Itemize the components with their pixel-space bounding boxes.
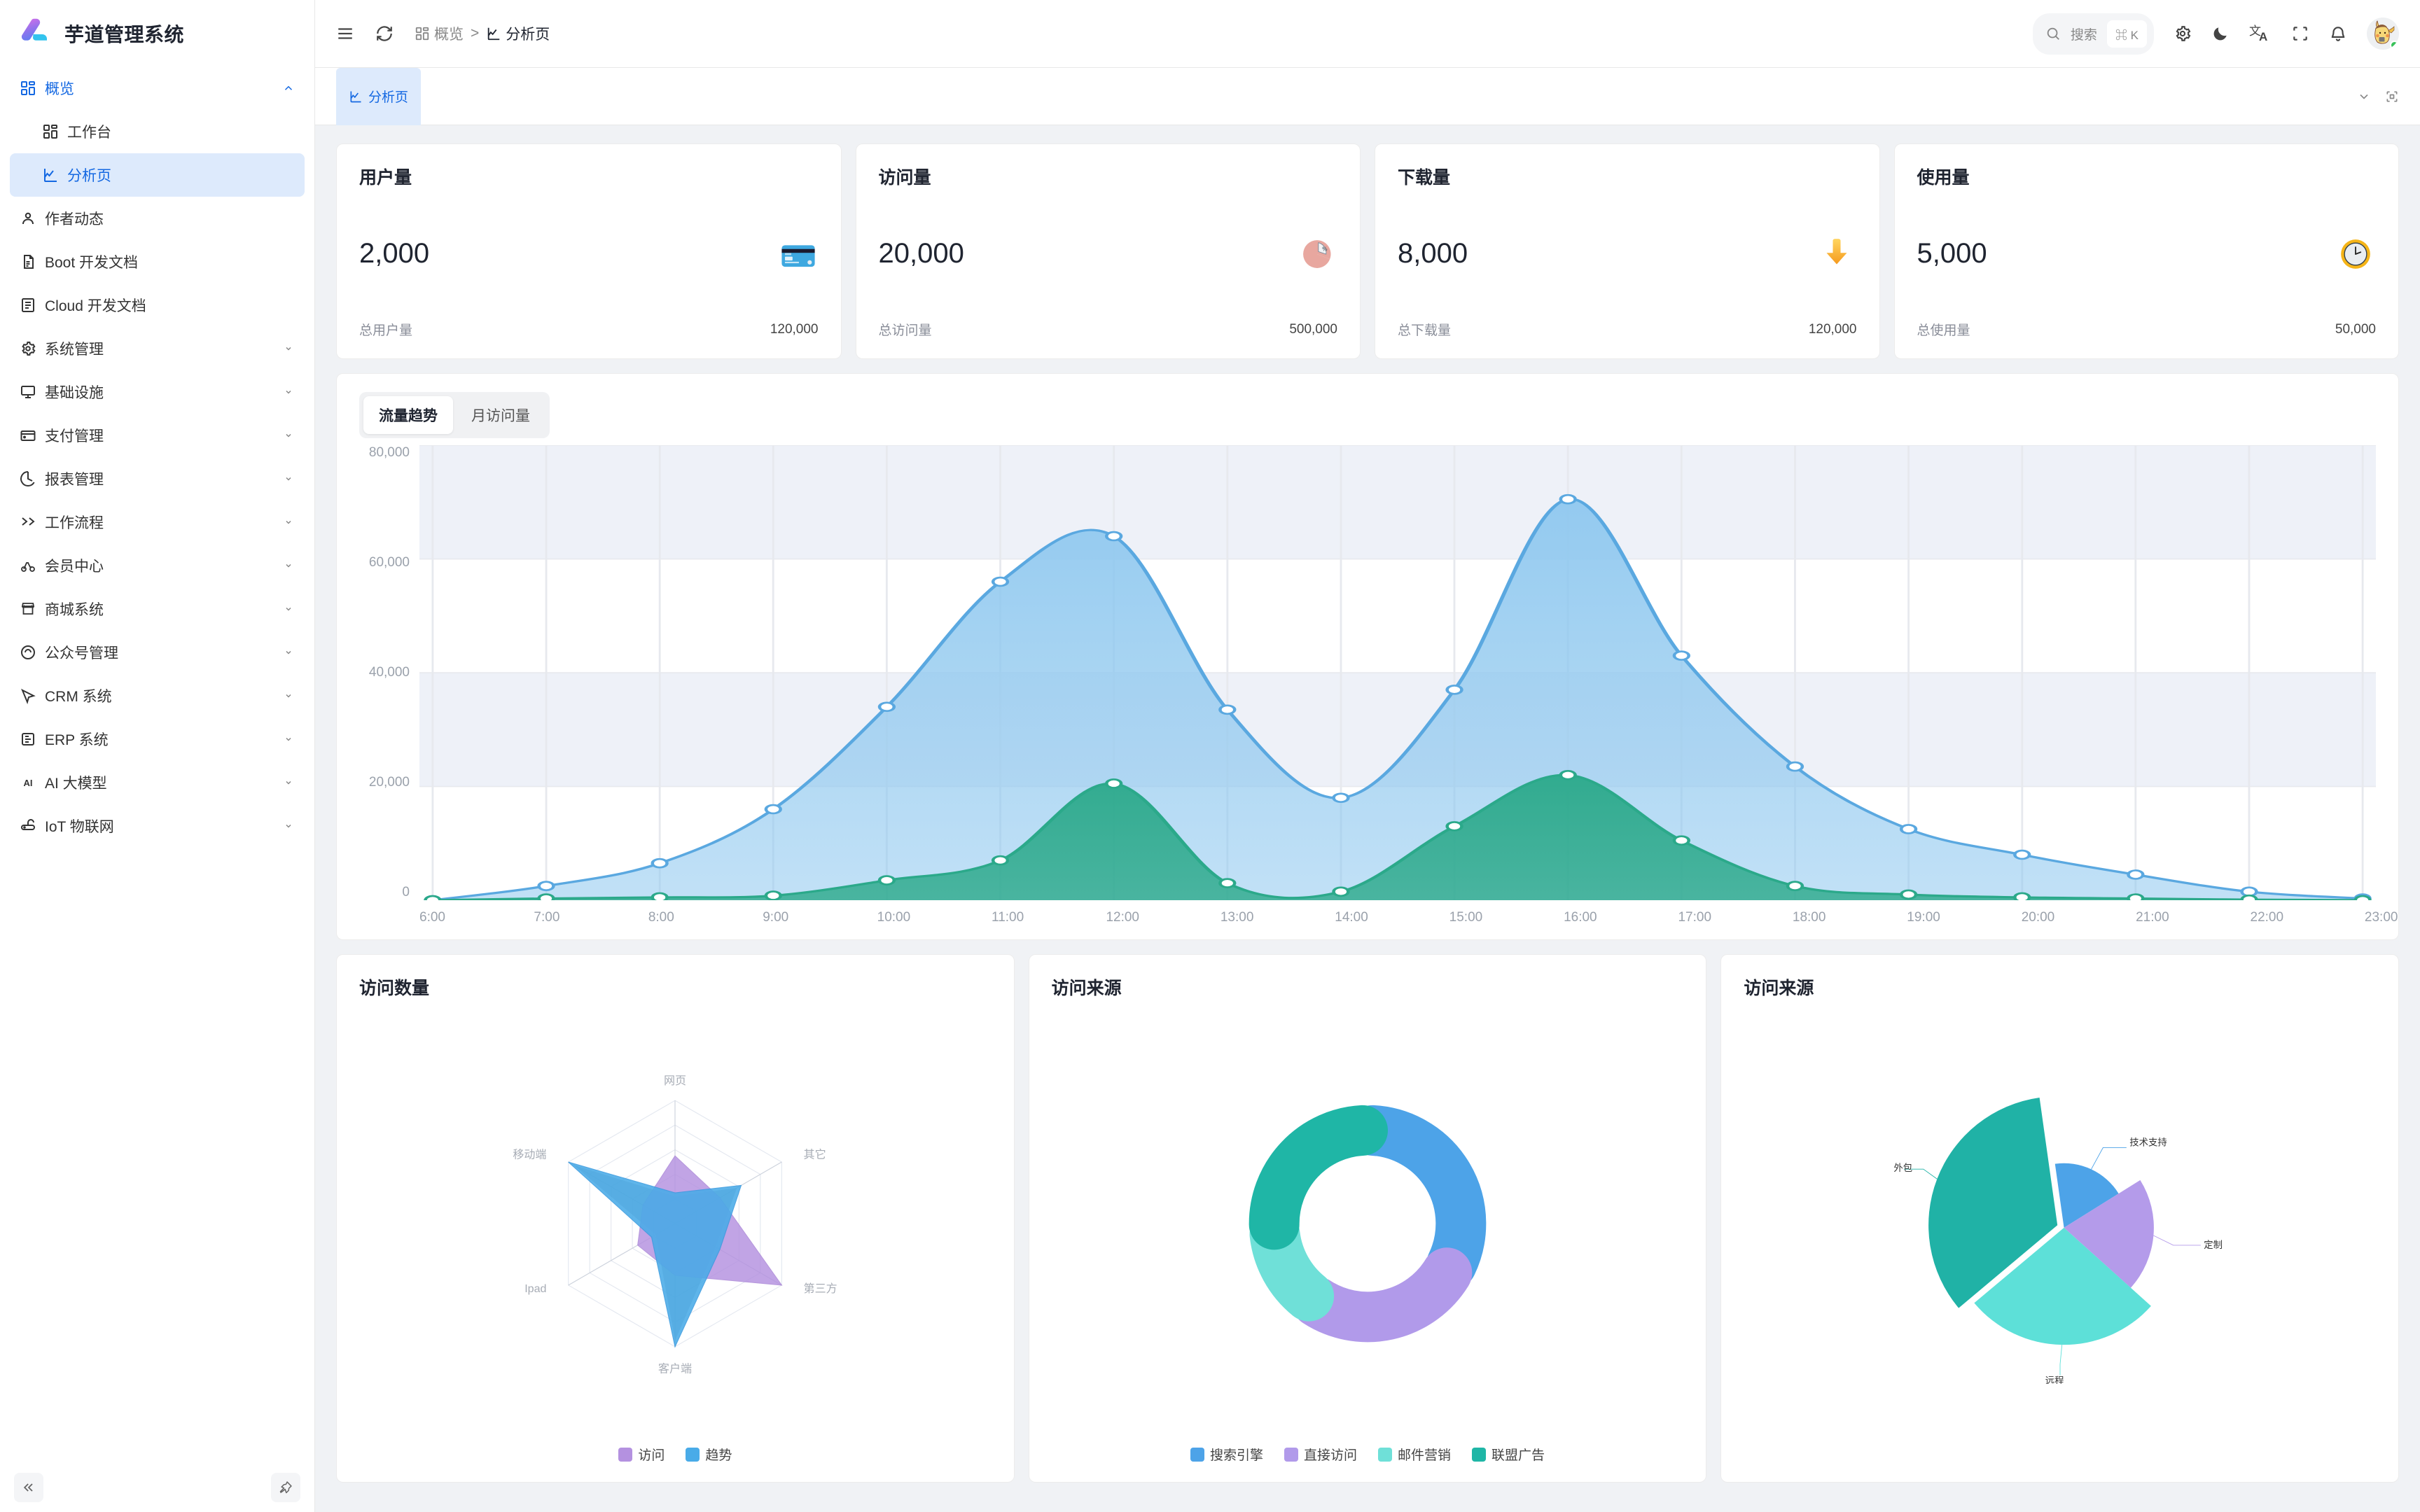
svg-text:远程: 远程 [2045, 1376, 2064, 1384]
svg-text:定制: 定制 [2204, 1239, 2223, 1250]
svg-text:第三方: 第三方 [804, 1282, 837, 1295]
svg-text:技术支持: 技术支持 [2129, 1137, 2167, 1147]
svg-text:移动端: 移动端 [513, 1149, 547, 1161]
svg-text:%: % [1322, 246, 1328, 252]
svg-text:Ipad: Ipad [525, 1282, 547, 1295]
svg-text:外包: 外包 [1893, 1162, 1912, 1172]
svg-text:其它: 其它 [804, 1149, 826, 1161]
svg-text:客户端: 客户端 [658, 1363, 692, 1376]
svg-text:网页: 网页 [664, 1074, 686, 1087]
